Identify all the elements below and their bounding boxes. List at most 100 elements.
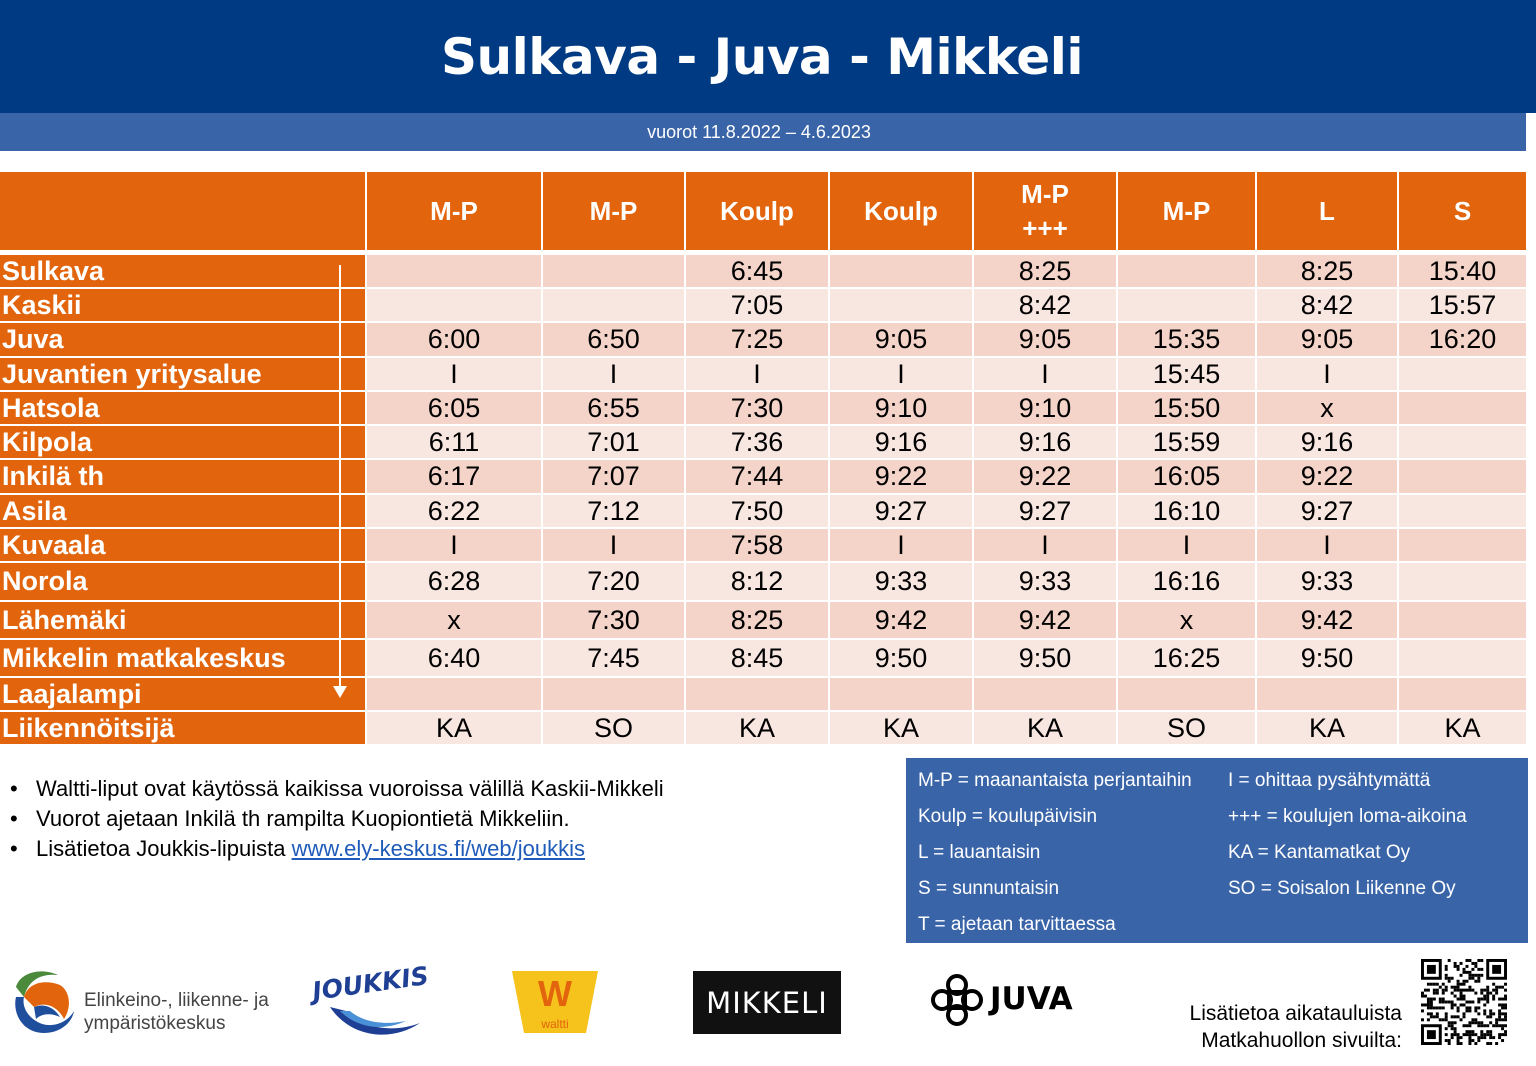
column-header: M-P [1118,172,1255,250]
departure-time: 7:12 [543,495,684,527]
departure-time: 9:22 [974,460,1116,493]
note-item: Vuorot ajetaan Inkilä th rampilta Kuopio… [10,804,890,834]
departure-time: KA [830,712,972,744]
column-day-label: L [1319,196,1335,226]
departure-time [543,678,684,710]
departure-time: 9:27 [830,495,972,527]
table-row: Asila 6:22 7:12 7:50 9:27 9:27 16:10 9:27 [0,495,1526,527]
departure-time [1399,640,1526,676]
departure-time: 9:22 [830,460,972,493]
departure-time: 6:00 [367,323,541,356]
juva-wordmark: JUVA [990,981,1073,1017]
column-day-label: M-P [589,196,638,226]
column-day-label: M-P [430,196,478,226]
departure-time: 7:44 [686,460,828,493]
departure-time: KA [1257,712,1397,744]
departure-time: KA [974,712,1116,744]
table-row: Kaskii 7:05 8:42 8:42 15:57 [0,289,1526,321]
departure-time: 8:42 [1257,289,1397,321]
column-day-label: S [1453,196,1472,226]
departure-time [830,255,972,287]
table-row: Inkilä th 6:17 7:07 7:44 9:22 9:22 16:05 9:22 [0,460,1526,493]
departure-time [543,255,684,287]
departure-time: 8:12 [686,563,828,600]
stop-name: Kilpola [0,426,365,458]
departure-time: 9:27 [1257,495,1397,527]
departure-time [1399,678,1526,710]
departure-time [1118,678,1255,710]
column-header: M-P [367,172,541,250]
stop-name: Hatsola [0,392,365,424]
note-item: Lisätietoa Joukkis-lipuista www.ely-kesk… [10,834,890,864]
departure-time: 9:42 [830,602,972,638]
departure-time [686,678,828,710]
departure-time [830,289,972,321]
legend-item: Koulp = koulupäivisin [918,806,1098,827]
departure-time: 9:10 [830,392,972,424]
stop-name: Kaskii [0,289,365,321]
table-row: Juva 6:00 6:50 7:25 9:05 9:05 15:35 9:05 16:20 [0,323,1526,356]
departure-time: 15:59 [1118,426,1255,458]
departure-time: I [367,529,541,561]
departure-time: 9:42 [1257,602,1397,638]
departure-time: 9:42 [974,602,1116,638]
column-day-label: M-P [1162,196,1211,226]
column-day-label: M-P [1021,179,1069,209]
departure-time: x [367,602,541,638]
departure-time: 6:40 [367,640,541,676]
departure-time: 6:28 [367,563,541,600]
departure-time: 9:33 [830,563,972,600]
mikkeli-logo: MIKKELI [693,971,841,1034]
departure-time [1399,460,1526,493]
legend-item: SO = Soisalon Liikenne Oy [1228,878,1456,899]
juva-logo: JUVA [928,955,1108,1055]
table-row: Kilpola 6:11 7:01 7:36 9:16 9:16 15:59 9:16 [0,426,1526,458]
departure-time: 6:05 [367,392,541,424]
departure-time: 7:01 [543,426,684,458]
departure-time: 6:45 [686,255,828,287]
departure-time: 9:16 [830,426,972,458]
departure-time: 16:20 [1399,323,1526,356]
timetable-header: M-P M-P Koulp Koulp M-P +++ M-P L S [0,172,1526,250]
legend-item: +++ = koulujen loma-aikoina [1228,806,1467,827]
table-row: Lähemäki x 7:30 8:25 9:42 9:42 x 9:42 [0,602,1526,638]
legend-item: I = ohittaa pysähtymättä [1228,770,1431,791]
departure-time [367,289,541,321]
departure-time: 9:16 [1257,426,1397,458]
stop-name: Kuvaala [0,529,365,561]
note-info-text: Lisätietoa Joukkis-lipuista [36,836,292,861]
column-header: Koulp [830,172,972,250]
qr-code-icon[interactable] [1421,959,1507,1045]
table-row: Laajalampi [0,678,1526,710]
stop-name: Liikennöitsijä [0,712,365,744]
departure-time: 7:30 [686,392,828,424]
departure-time: 15:50 [1118,392,1255,424]
table-row: Liikennöitsijä KA SO KA KA KA SO KA KA [0,712,1526,744]
departure-time: KA [367,712,541,744]
ely-logo: Elinkeino-, liikenne- ja ympäristökeskus [10,955,270,1055]
table-row: Hatsola 6:05 6:55 7:30 9:10 9:10 15:50 x [0,392,1526,424]
departure-time: x [1257,392,1397,424]
departure-time: 16:10 [1118,495,1255,527]
departure-time: 16:05 [1118,460,1255,493]
validity-bar: vuorot 11.8.2022 – 4.6.2023 [0,113,1526,151]
departure-time: 8:25 [974,255,1116,287]
departure-time: I [1118,529,1255,561]
legend-item: L = lauantaisin [918,842,1041,863]
direction-line [339,265,341,686]
departure-time: 9:22 [1257,460,1397,493]
departure-time: 9:16 [974,426,1116,458]
departure-time: 7:36 [686,426,828,458]
joukkis-link[interactable]: www.ely-keskus.fi/web/joukkis [291,836,586,861]
ely-name-line: Elinkeino-, liikenne- ja [84,990,269,1011]
departure-time: SO [543,712,684,744]
qr-note: Lisätietoa aikatauluista Matkahuollon si… [1150,1000,1402,1054]
departure-time [1399,495,1526,527]
departure-time: 7:30 [543,602,684,638]
column-day-label: Koulp [864,196,938,226]
departure-time: 8:45 [686,640,828,676]
departure-time: 15:35 [1118,323,1255,356]
departure-time: 9:50 [830,640,972,676]
column-header: Koulp [686,172,828,250]
departure-time [1399,392,1526,424]
